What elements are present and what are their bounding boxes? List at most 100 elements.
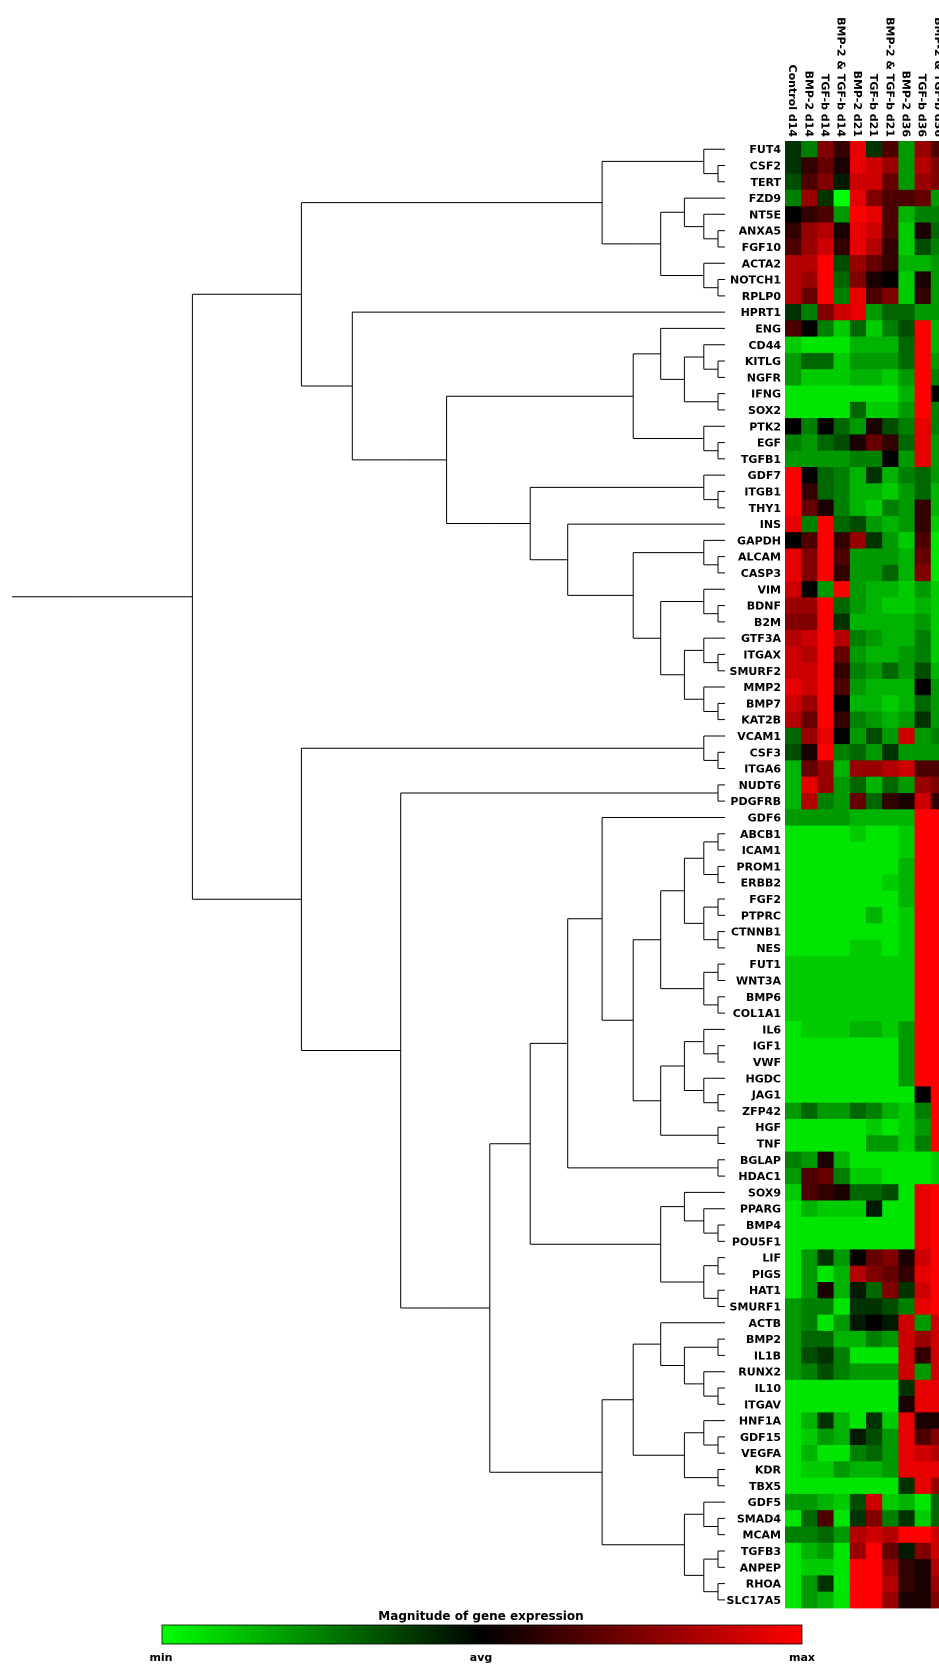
heatmap-cell [930,890,939,908]
heatmap-cell [849,825,867,843]
heatmap-cell [801,841,818,859]
row-label: LIF [762,1252,781,1265]
heatmap-cell [785,858,802,875]
heatmap-cell [866,923,883,941]
heatmap-cell [882,515,899,533]
heatmap-cell [898,1591,915,1609]
heatmap-cell [849,548,867,566]
heatmap-cell [930,1086,939,1104]
row-label: NOTCH1 [730,274,781,287]
heatmap-cell [866,890,883,908]
heatmap-cell [866,695,883,712]
heatmap-cell [898,841,915,859]
heatmap-cell [801,1379,818,1397]
heatmap-cell [882,711,899,729]
row-label: IL1B [754,1349,781,1362]
heatmap-cell [817,1249,834,1267]
heatmap-cell [833,907,851,924]
heatmap-cell [817,907,834,924]
row-label: MCAM [743,1529,781,1542]
heatmap-cell [817,646,834,663]
row-label: NES [756,942,781,955]
heatmap-cell [817,385,834,403]
heatmap-cell [785,564,802,582]
heatmap-cell [785,1102,802,1120]
heatmap-cell [817,1216,834,1234]
heatmap-cell [882,401,899,419]
heatmap-cell [914,1314,932,1332]
heatmap-cell [882,532,899,549]
heatmap-cell [801,1135,818,1152]
heatmap-cell [866,222,883,240]
heatmap-cell [785,1151,802,1169]
heatmap-cell [914,1591,932,1609]
heatmap-cell [866,1347,883,1364]
heatmap-cell [833,385,851,403]
heatmap-cell [930,1249,939,1267]
heatmap-cell [833,727,851,745]
heatmap-cell [930,173,939,191]
heatmap-cell [882,1167,899,1185]
column-label: TGF-b d14 [819,74,832,138]
heatmap-cell [849,1510,867,1527]
row-label: NUDT6 [739,779,782,792]
row-label: NT5E [749,208,781,221]
heatmap-cell [930,1167,939,1185]
heatmap-cell [785,173,802,191]
heatmap-cell [914,1363,932,1381]
heatmap-cell [914,695,932,712]
heatmap-cell [785,189,802,207]
heatmap-cell [833,613,851,631]
heatmap-cell [914,1167,932,1185]
heatmap-cell [849,532,867,549]
heatmap-cell [785,646,802,663]
heatmap-cell [930,1314,939,1332]
heatmap-cell [866,401,883,419]
heatmap-cell [914,1053,932,1071]
heatmap-cell [785,662,802,680]
row-label: SOX9 [748,1186,781,1199]
heatmap-cell [882,630,899,647]
heatmap-cell [801,434,818,452]
heatmap-cell [866,988,883,1006]
heatmap-cell [833,157,851,174]
heatmap-cell [866,597,883,615]
heatmap-cell [882,923,899,941]
heatmap-cell [866,1510,883,1527]
heatmap-cell [898,1086,915,1104]
heatmap-cell [882,727,899,745]
heatmap-cell [849,1184,867,1201]
heatmap-cell [866,1184,883,1201]
heatmap-cell [930,1233,939,1250]
heatmap-cell [833,515,851,533]
heatmap-cell [898,793,915,810]
heatmap-cell [817,320,834,337]
heatmap-cell [817,1379,834,1397]
heatmap-cell [914,597,932,615]
row-label: PTPRC [741,909,781,922]
heatmap-cell [833,418,851,435]
legend-min-label: min [149,1651,172,1664]
heatmap-cell [914,369,932,386]
heatmap-cell [801,206,818,223]
heatmap-cell [817,1347,834,1364]
heatmap-cell [866,874,883,892]
heatmap-cell [801,1167,818,1185]
heatmap-cell [898,189,915,207]
heatmap-cell [785,613,802,631]
heatmap-cell [866,727,883,745]
row-label: FGF10 [742,241,782,254]
heatmap-cell [882,1021,899,1038]
heatmap-cell [849,744,867,761]
heatmap-cell [914,450,932,468]
heatmap-cell [898,141,915,158]
heatmap-cell [785,793,802,810]
heatmap-cell [898,630,915,647]
heatmap-cell [914,744,932,761]
row-label: ITGAV [744,1398,781,1411]
heatmap-cell [801,1314,818,1332]
heatmap-cell [833,874,851,892]
heatmap-cell [833,956,851,973]
heatmap-cell [914,613,932,631]
